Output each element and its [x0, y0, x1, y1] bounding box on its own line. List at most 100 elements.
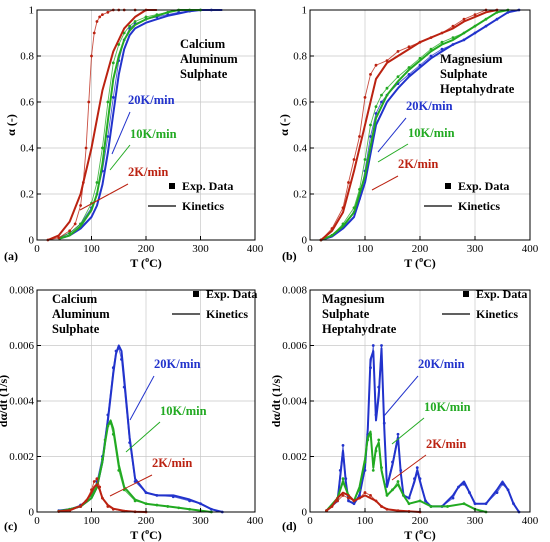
exp-data-point [366, 438, 370, 442]
exp-data-point [377, 385, 381, 389]
y-tick-label: 1 [29, 5, 35, 17]
exp-data-point [101, 146, 104, 150]
exp-data-point [155, 493, 159, 497]
exp-data-point [106, 505, 110, 508]
exp-data-point [341, 206, 345, 210]
exp-data-point [429, 36, 433, 39]
exp-data-point [363, 460, 367, 464]
exp-data-point [171, 495, 175, 499]
exp-data-point [371, 344, 375, 347]
exp-data-point [506, 10, 510, 14]
panel-title-line: Magnesium [322, 292, 385, 306]
y-tick-label: 0.2 [293, 189, 307, 201]
exp-data-point [369, 432, 372, 436]
exp-data-point [347, 496, 350, 500]
exp-data-point [341, 222, 345, 226]
exp-data-point [374, 449, 378, 453]
exp-data-point [358, 496, 361, 500]
exp-data-point [166, 505, 170, 508]
x-tick-label: 300 [192, 243, 209, 255]
x-tick-label: 200 [412, 243, 429, 255]
legend-exp-label: Exp. Data [182, 179, 233, 193]
exp-data-point [330, 234, 334, 237]
exp-data-point [506, 488, 510, 492]
exp-data-point [440, 31, 444, 35]
x-axis-label: T (oC) [404, 255, 435, 270]
exp-data-point [396, 432, 400, 436]
exp-data-point [92, 31, 96, 35]
panel-label: (d) [282, 519, 297, 533]
degree-sup: o [145, 255, 149, 264]
y-tick-label: 0.004 [9, 396, 34, 408]
panel-a: 0 100 200 300 400 0 0.2 0.4 0.6 0.8 1 T (oC) α (-) Ca… [4, 5, 264, 271]
exp-data-point [73, 222, 77, 226]
exp-data-point [98, 15, 102, 19]
exp-data-point [418, 56, 422, 60]
x-tick-label: 400 [522, 243, 539, 255]
kinetics-line-2K-min [47, 9, 157, 241]
x-tick-label: 400 [247, 243, 264, 255]
rate-leader-line [125, 421, 161, 453]
degree-c: C) [423, 528, 436, 542]
exp-data-point [440, 47, 444, 51]
exp-data-point [79, 222, 82, 226]
exp-data-point [495, 10, 499, 14]
exp-data-point [95, 181, 99, 184]
exp-data-point [473, 31, 477, 35]
y-tick-label: 0.6 [293, 97, 307, 109]
panel-label: (c) [4, 519, 17, 533]
exp-data-point [385, 507, 389, 511]
exp-data-point [117, 468, 121, 472]
legend-exp-marker [445, 183, 451, 189]
exp-data-point [128, 441, 132, 445]
exp-data-point [358, 493, 361, 497]
rate-label-2K-min: 2K/min [426, 437, 466, 451]
y-tick-label: 0.4 [293, 143, 307, 155]
y-tick-label: 0 [29, 507, 35, 519]
exp-data-point [92, 480, 96, 483]
exp-data-point [407, 73, 411, 76]
exp-data-point [429, 47, 433, 51]
exp-data-point [484, 502, 488, 506]
exp-data-point [484, 17, 488, 21]
exp-data-point [325, 509, 328, 513]
rate-leader-line [377, 117, 407, 153]
rate-label-10K-min: 10K/min [160, 404, 207, 418]
y-tick-label: 0.008 [9, 285, 34, 297]
exp-data-point [79, 204, 82, 207]
panel-title-line: Heptahydrate [322, 322, 397, 336]
x-tick-label: 400 [522, 515, 539, 527]
exp-data-point [512, 502, 515, 506]
panel-title-line: Calcium [180, 37, 226, 51]
exp-data-point [210, 507, 213, 511]
exp-data-point [473, 502, 477, 506]
exp-data-point [374, 112, 378, 115]
exp-data-point [363, 158, 367, 161]
exp-data-point [101, 496, 104, 500]
rate-label-10K-min: 10K/min [130, 127, 177, 141]
exp-data-point [95, 477, 99, 481]
exp-data-point [106, 100, 110, 104]
legend-kin-label: Kinetics [476, 307, 518, 321]
rate-leader-line [377, 143, 409, 163]
y-tick-label: 0.002 [282, 451, 307, 463]
exp-data-point [133, 480, 137, 483]
legend-exp-marker [463, 291, 469, 297]
exp-data-point [144, 15, 148, 19]
exp-data-point [188, 507, 192, 511]
rate-label-20K-min: 20K/min [406, 99, 453, 113]
exp-data-point [144, 502, 148, 506]
exp-data-point [451, 43, 455, 46]
legend-exp-label: Exp. Data [206, 287, 257, 301]
exp-data-point [407, 496, 411, 500]
exp-data-point [358, 188, 361, 191]
y-tick-label: 0.8 [20, 51, 34, 63]
exp-data-point [462, 38, 466, 42]
exp-data-point [120, 357, 123, 361]
exp-data-point [462, 17, 466, 21]
exp-data-point [79, 505, 82, 508]
exp-data-point [451, 496, 455, 500]
exp-data-point [111, 432, 115, 436]
exp-data-point [177, 506, 181, 510]
exp-data-point [369, 123, 372, 127]
